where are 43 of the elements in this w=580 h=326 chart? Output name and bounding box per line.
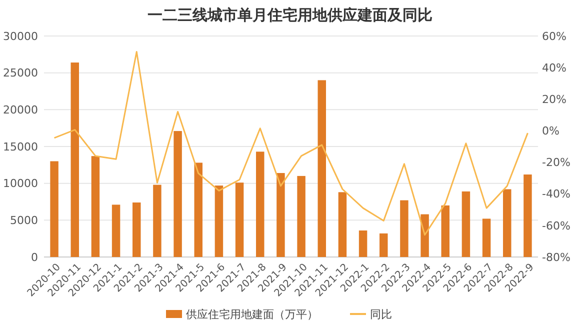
y2-tick-label: 40% <box>542 61 566 74</box>
bar <box>256 152 264 257</box>
bar <box>153 184 162 257</box>
bar <box>482 218 491 257</box>
bar <box>524 174 532 257</box>
bar <box>358 230 368 257</box>
bar <box>318 80 326 257</box>
y2-tick-label: -40% <box>542 188 570 201</box>
bar <box>297 176 306 257</box>
bar <box>194 162 202 257</box>
legend-label: 同比 <box>370 308 392 321</box>
bar <box>50 161 58 257</box>
y-tick-label: 10000 <box>3 177 38 190</box>
y2-tick-label: 0% <box>542 124 560 138</box>
bar <box>338 192 347 257</box>
bar <box>132 202 141 257</box>
bar <box>91 156 100 257</box>
y2-tick-label: -20% <box>542 156 570 170</box>
y-tick-label: 5000 <box>10 214 38 228</box>
bar <box>235 182 244 257</box>
bar <box>276 173 285 257</box>
line-series <box>54 51 528 236</box>
bar <box>174 131 182 257</box>
bar <box>503 189 512 257</box>
y-tick-label: 15000 <box>3 140 38 154</box>
legend-label: 供应住宅用地建面（万平） <box>186 308 318 321</box>
y2-tick-label: 60% <box>542 30 566 43</box>
y-tick-label: 0 <box>31 250 38 264</box>
y2-tick-label: 20% <box>542 92 566 106</box>
y2-tick-label: -80% <box>542 250 570 264</box>
bar <box>380 233 388 257</box>
y-tick-label: 25000 <box>3 66 38 80</box>
y2-tick-label: -60% <box>542 219 570 232</box>
bar <box>462 191 470 257</box>
chart-title: 一二三线城市单月住宅用地供应建面及同比 <box>148 6 432 24</box>
y-tick-label: 20000 <box>3 104 38 117</box>
bar <box>441 205 450 257</box>
bar <box>420 214 429 257</box>
bar <box>70 62 79 257</box>
y-tick-label: 30000 <box>3 30 38 43</box>
bar <box>112 204 120 257</box>
bar <box>400 200 408 257</box>
bar <box>214 186 224 257</box>
